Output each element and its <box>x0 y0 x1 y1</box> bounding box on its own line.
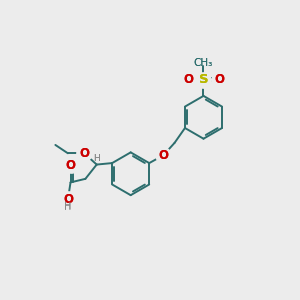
Text: O: O <box>183 73 193 86</box>
Text: O: O <box>158 149 168 162</box>
Text: O: O <box>214 73 224 86</box>
Text: O: O <box>158 149 168 162</box>
Text: O: O <box>63 193 73 206</box>
Text: O: O <box>183 73 193 86</box>
Text: H: H <box>64 202 72 212</box>
Text: O: O <box>63 193 73 206</box>
Text: O: O <box>65 159 76 172</box>
Text: H: H <box>93 154 100 163</box>
Text: S: S <box>199 73 208 86</box>
Text: O: O <box>79 147 89 160</box>
Text: S: S <box>199 73 208 86</box>
Text: H: H <box>64 201 72 211</box>
Text: ethyl: ethyl <box>66 148 70 150</box>
Text: O: O <box>79 147 89 160</box>
Text: H: H <box>93 154 100 163</box>
Text: O: O <box>65 159 76 172</box>
Text: O: O <box>214 73 224 86</box>
Text: CH₃: CH₃ <box>194 58 213 68</box>
Text: CH₃: CH₃ <box>194 58 213 68</box>
